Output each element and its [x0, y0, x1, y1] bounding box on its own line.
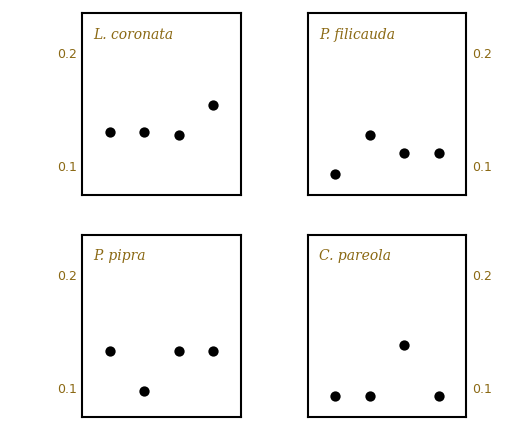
Point	[140, 129, 148, 136]
Text: P. filicauda: P. filicauda	[319, 28, 395, 42]
Point	[400, 149, 409, 156]
Point	[209, 102, 217, 108]
Point	[174, 131, 183, 138]
Text: C. pareola: C. pareola	[319, 250, 391, 263]
Point	[366, 393, 374, 400]
Text: L. coronata: L. coronata	[93, 28, 173, 42]
Point	[366, 131, 374, 138]
Point	[140, 387, 148, 394]
Point	[209, 347, 217, 354]
Point	[435, 149, 443, 156]
Point	[105, 129, 114, 136]
Point	[331, 393, 340, 400]
Point	[400, 342, 409, 349]
Point	[105, 347, 114, 354]
Text: P. pipra: P. pipra	[93, 250, 146, 263]
Point	[174, 347, 183, 354]
Point	[435, 393, 443, 400]
Point	[331, 171, 340, 178]
